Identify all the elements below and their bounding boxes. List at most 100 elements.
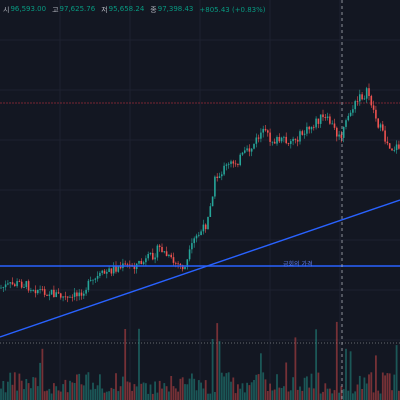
candle-body [69, 296, 71, 298]
candle-body [398, 144, 400, 149]
candle-body [301, 131, 304, 135]
candle-body [184, 267, 186, 270]
volume-bar [101, 388, 104, 400]
volume-bar [386, 373, 389, 400]
volume-bar [398, 390, 400, 400]
candle-body [322, 114, 324, 118]
volume-bar [105, 391, 108, 400]
candle-body [147, 254, 149, 259]
candle-body [225, 164, 228, 166]
volume-bar [214, 392, 216, 400]
candle-body [145, 258, 147, 263]
candle-body [310, 126, 313, 130]
candle-body [248, 148, 251, 152]
volume-bar [365, 383, 368, 400]
candle-body [78, 292, 80, 297]
volume-bar [64, 379, 67, 400]
volume-bar [250, 382, 253, 400]
candle-body [154, 257, 156, 260]
volume-bar [174, 388, 177, 400]
candle-body [41, 289, 44, 290]
candle-body [108, 268, 110, 272]
candle-body [96, 276, 99, 279]
volume-bar [36, 386, 39, 400]
candle-body [299, 131, 301, 142]
candle-body [352, 109, 354, 113]
volume-bar [379, 393, 382, 400]
candle-body [393, 150, 396, 151]
volume-bar [131, 390, 133, 400]
candle-body [18, 281, 21, 282]
candle-body [87, 280, 90, 290]
volume-bar [96, 385, 99, 400]
candle-body [140, 261, 143, 265]
candle-body [232, 161, 235, 164]
ohlc-legend: 시 96,593.00 고 97,625.76 저 95,658.24 종 97,398… [3, 2, 266, 18]
volume-bar [135, 386, 138, 400]
volume-bar [151, 393, 154, 400]
candle-body [25, 281, 28, 287]
candle-body [234, 163, 237, 165]
volume-bar [73, 383, 76, 400]
volume-bar [340, 386, 343, 400]
volume-bar [296, 389, 299, 400]
candle-body [230, 161, 232, 164]
volume-bar [264, 379, 267, 400]
candle-body [66, 296, 69, 298]
volume-bar [354, 391, 357, 400]
volume-bar [243, 392, 246, 400]
trend-line-drawing[interactable] [0, 199, 400, 338]
volume-bar [119, 386, 122, 400]
candle-body [214, 176, 216, 197]
candle-body [244, 150, 246, 153]
candle-body [27, 281, 30, 291]
candle-body [204, 224, 207, 230]
candle-body [103, 270, 106, 274]
volume-bar [368, 374, 370, 400]
candle-body [326, 116, 329, 118]
candle-body [149, 252, 152, 255]
volume-bar [266, 391, 269, 400]
candle-body [126, 264, 129, 266]
volume-bar [324, 383, 327, 400]
volume-bar [108, 391, 110, 400]
candle-body [308, 126, 310, 130]
volume-bar [317, 372, 320, 400]
volume-bar [223, 376, 225, 400]
volume-bar [310, 373, 313, 400]
candle-body [292, 138, 294, 142]
volume-bar [69, 380, 71, 400]
volume-bar [338, 392, 340, 400]
candle-body [340, 134, 343, 138]
volume-bar [200, 382, 202, 400]
volume-bar [285, 362, 288, 400]
candle-body [285, 136, 287, 144]
candle-body [382, 124, 384, 131]
candle-body [124, 263, 126, 265]
candle-body [62, 296, 64, 298]
volume-bar [87, 372, 90, 400]
volume-bar [278, 387, 281, 400]
volume-bar [7, 381, 9, 400]
candle-body [349, 112, 352, 116]
candle-body [276, 137, 278, 144]
candle-body [338, 134, 340, 137]
volume-bar [303, 377, 306, 400]
volume-bars [0, 321, 400, 400]
volume-bar [9, 372, 12, 400]
candle-body [372, 105, 375, 110]
candle-body [0, 287, 2, 289]
candle-body [359, 94, 361, 102]
candle-body [241, 152, 244, 155]
volume-bar [128, 382, 131, 400]
volume-bar [375, 355, 377, 400]
candle-body [239, 154, 241, 165]
candle-body [218, 176, 221, 178]
volume-bar [356, 384, 359, 400]
candle-body [2, 287, 5, 288]
candle-body [94, 278, 97, 280]
volume-bar [372, 392, 375, 400]
volume-bar [55, 386, 58, 400]
